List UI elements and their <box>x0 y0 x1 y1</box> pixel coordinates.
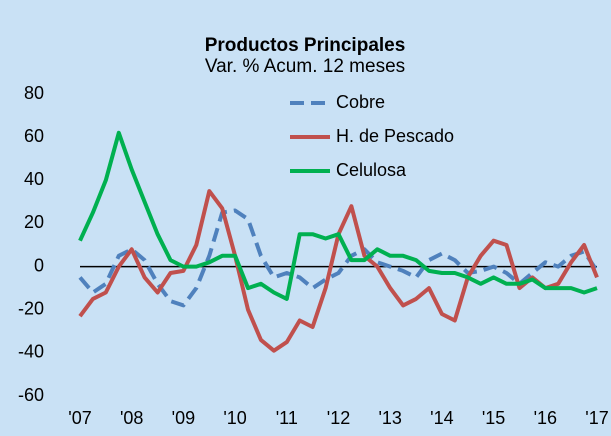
legend-label: Cobre <box>336 92 385 112</box>
x-tick-label: '12 <box>327 408 350 428</box>
x-tick-label: '13 <box>378 408 401 428</box>
x-tick-label: '07 <box>68 408 91 428</box>
y-tick-label: -40 <box>18 342 44 362</box>
y-tick-label: 80 <box>24 83 44 103</box>
series-line <box>78 208 599 308</box>
legend-label: H. de Pescado <box>336 126 454 146</box>
y-tick-label: 60 <box>24 126 44 146</box>
series-line <box>78 130 598 301</box>
chart-subtitle: Var. % Acum. 12 meses <box>205 56 405 77</box>
x-tick-label: '14 <box>430 408 453 428</box>
x-tick-label: '08 <box>120 408 143 428</box>
legend-label: Celulosa <box>336 160 407 180</box>
x-tick-label: '09 <box>172 408 195 428</box>
x-tick-label: '17 <box>585 408 608 428</box>
y-tick-label: -60 <box>18 385 44 405</box>
y-tick-label: 40 <box>24 169 44 189</box>
x-tick-label: '10 <box>223 408 246 428</box>
y-tick-label: 20 <box>24 212 44 232</box>
x-tick-label: '11 <box>276 408 298 428</box>
y-tick-label: 0 <box>34 255 44 275</box>
y-tick-label: -20 <box>18 298 44 318</box>
x-tick-label: '16 <box>534 408 557 428</box>
chart-title: Productos Principales <box>205 35 406 56</box>
x-tick-label: '15 <box>482 408 505 428</box>
